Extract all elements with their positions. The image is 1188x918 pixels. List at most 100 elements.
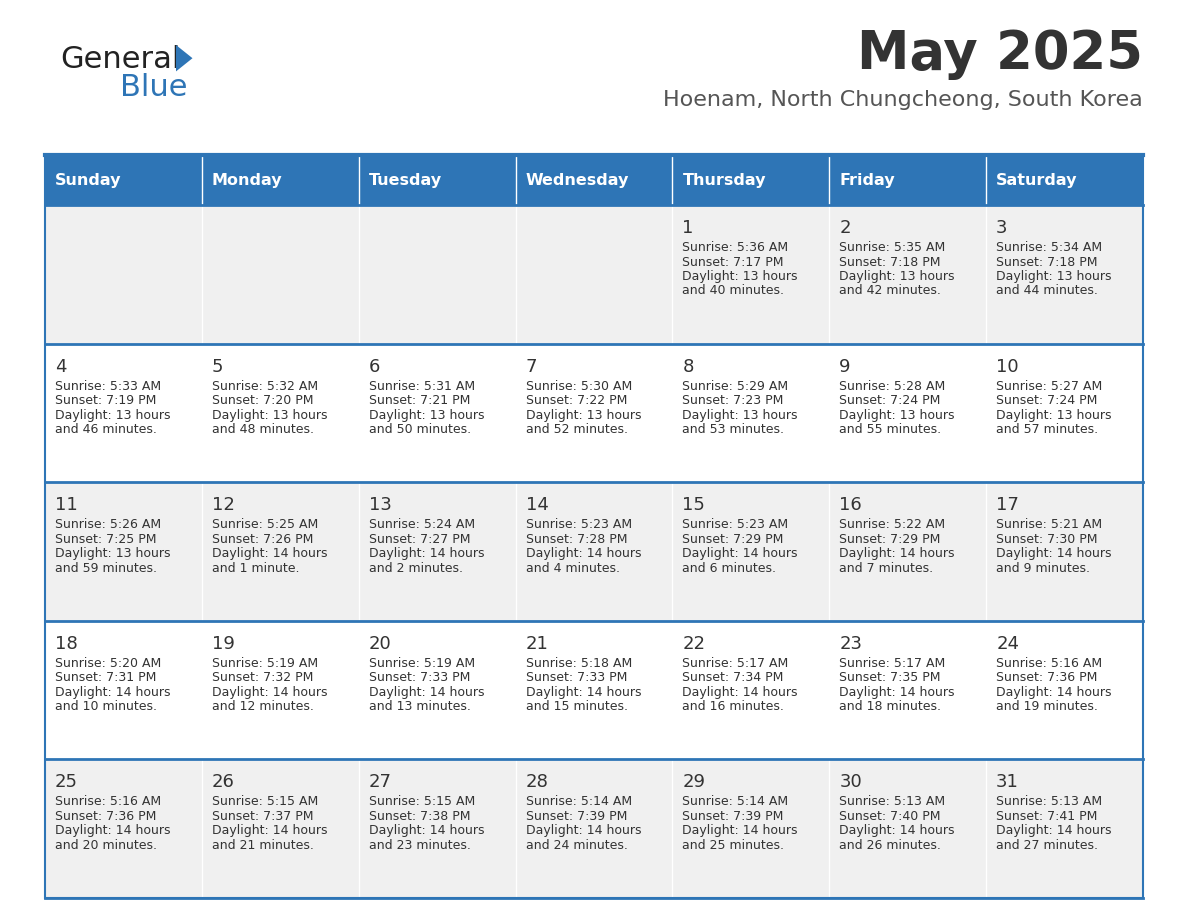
Text: Sunset: 7:17 PM: Sunset: 7:17 PM xyxy=(682,255,784,268)
Text: and 1 minute.: and 1 minute. xyxy=(211,562,299,575)
Text: Sunset: 7:30 PM: Sunset: 7:30 PM xyxy=(997,532,1098,545)
Text: Daylight: 13 hours: Daylight: 13 hours xyxy=(997,409,1112,421)
Text: Sunrise: 5:18 AM: Sunrise: 5:18 AM xyxy=(525,656,632,670)
Text: Sunrise: 5:28 AM: Sunrise: 5:28 AM xyxy=(839,380,946,393)
Text: 23: 23 xyxy=(839,635,862,653)
Text: Daylight: 14 hours: Daylight: 14 hours xyxy=(839,686,955,699)
Text: Daylight: 13 hours: Daylight: 13 hours xyxy=(682,409,798,421)
Text: Sunset: 7:39 PM: Sunset: 7:39 PM xyxy=(682,810,784,823)
Text: and 25 minutes.: and 25 minutes. xyxy=(682,839,784,852)
Text: and 18 minutes.: and 18 minutes. xyxy=(839,700,941,713)
Text: and 21 minutes.: and 21 minutes. xyxy=(211,839,314,852)
Text: Sunset: 7:27 PM: Sunset: 7:27 PM xyxy=(368,532,470,545)
Text: Sunset: 7:25 PM: Sunset: 7:25 PM xyxy=(55,532,157,545)
Text: Daylight: 14 hours: Daylight: 14 hours xyxy=(997,686,1112,699)
Text: 12: 12 xyxy=(211,497,235,514)
Text: and 13 minutes.: and 13 minutes. xyxy=(368,700,470,713)
Bar xyxy=(45,759,1143,898)
Text: Sunrise: 5:23 AM: Sunrise: 5:23 AM xyxy=(525,518,632,532)
Text: and 48 minutes.: and 48 minutes. xyxy=(211,423,314,436)
Text: and 19 minutes.: and 19 minutes. xyxy=(997,700,1098,713)
Text: Daylight: 14 hours: Daylight: 14 hours xyxy=(55,824,171,837)
Text: Daylight: 14 hours: Daylight: 14 hours xyxy=(525,824,642,837)
Text: and 6 minutes.: and 6 minutes. xyxy=(682,562,777,575)
Text: Daylight: 14 hours: Daylight: 14 hours xyxy=(682,686,798,699)
Text: and 12 minutes.: and 12 minutes. xyxy=(211,700,314,713)
Text: 16: 16 xyxy=(839,497,862,514)
Text: and 4 minutes.: and 4 minutes. xyxy=(525,562,620,575)
Text: Hoenam, North Chungcheong, South Korea: Hoenam, North Chungcheong, South Korea xyxy=(663,90,1143,110)
Text: Daylight: 13 hours: Daylight: 13 hours xyxy=(839,409,955,421)
Text: and 40 minutes.: and 40 minutes. xyxy=(682,285,784,297)
Text: 14: 14 xyxy=(525,497,549,514)
Text: Sunrise: 5:35 AM: Sunrise: 5:35 AM xyxy=(839,241,946,254)
Text: Sunset: 7:37 PM: Sunset: 7:37 PM xyxy=(211,810,314,823)
Text: and 9 minutes.: and 9 minutes. xyxy=(997,562,1091,575)
Text: 13: 13 xyxy=(368,497,392,514)
Text: 21: 21 xyxy=(525,635,549,653)
Text: and 53 minutes.: and 53 minutes. xyxy=(682,423,784,436)
Text: Tuesday: Tuesday xyxy=(368,173,442,187)
Text: Sunset: 7:22 PM: Sunset: 7:22 PM xyxy=(525,394,627,407)
Bar xyxy=(45,621,1143,759)
Text: Sunset: 7:39 PM: Sunset: 7:39 PM xyxy=(525,810,627,823)
Text: 8: 8 xyxy=(682,358,694,375)
Text: Daylight: 14 hours: Daylight: 14 hours xyxy=(211,547,328,560)
Bar xyxy=(45,482,1143,621)
Bar xyxy=(45,155,1143,205)
Text: Sunset: 7:33 PM: Sunset: 7:33 PM xyxy=(368,671,470,684)
Text: Friday: Friday xyxy=(839,173,895,187)
Text: Sunrise: 5:16 AM: Sunrise: 5:16 AM xyxy=(997,656,1102,670)
Text: Sunrise: 5:17 AM: Sunrise: 5:17 AM xyxy=(682,656,789,670)
Text: 30: 30 xyxy=(839,773,862,791)
Text: Sunrise: 5:13 AM: Sunrise: 5:13 AM xyxy=(839,795,946,809)
Text: Daylight: 14 hours: Daylight: 14 hours xyxy=(525,547,642,560)
Text: Sunrise: 5:26 AM: Sunrise: 5:26 AM xyxy=(55,518,162,532)
Text: and 15 minutes.: and 15 minutes. xyxy=(525,700,627,713)
Text: and 16 minutes.: and 16 minutes. xyxy=(682,700,784,713)
Text: and 44 minutes.: and 44 minutes. xyxy=(997,285,1098,297)
Text: May 2025: May 2025 xyxy=(857,28,1143,80)
Text: and 24 minutes.: and 24 minutes. xyxy=(525,839,627,852)
Text: 10: 10 xyxy=(997,358,1019,375)
Text: Blue: Blue xyxy=(120,73,188,102)
Text: Sunrise: 5:24 AM: Sunrise: 5:24 AM xyxy=(368,518,475,532)
Text: and 20 minutes.: and 20 minutes. xyxy=(55,839,157,852)
Text: Sunrise: 5:25 AM: Sunrise: 5:25 AM xyxy=(211,518,318,532)
Text: and 23 minutes.: and 23 minutes. xyxy=(368,839,470,852)
Text: Sunrise: 5:21 AM: Sunrise: 5:21 AM xyxy=(997,518,1102,532)
Text: and 10 minutes.: and 10 minutes. xyxy=(55,700,157,713)
Text: and 50 minutes.: and 50 minutes. xyxy=(368,423,470,436)
Text: 28: 28 xyxy=(525,773,549,791)
Text: Sunrise: 5:33 AM: Sunrise: 5:33 AM xyxy=(55,380,162,393)
Text: Daylight: 14 hours: Daylight: 14 hours xyxy=(55,686,171,699)
Text: Thursday: Thursday xyxy=(682,173,766,187)
Text: Sunrise: 5:13 AM: Sunrise: 5:13 AM xyxy=(997,795,1102,809)
Text: Sunrise: 5:14 AM: Sunrise: 5:14 AM xyxy=(525,795,632,809)
Text: 25: 25 xyxy=(55,773,78,791)
Text: Daylight: 13 hours: Daylight: 13 hours xyxy=(211,409,328,421)
Text: and 2 minutes.: and 2 minutes. xyxy=(368,562,462,575)
Text: Monday: Monday xyxy=(211,173,283,187)
Text: 6: 6 xyxy=(368,358,380,375)
Text: 31: 31 xyxy=(997,773,1019,791)
Text: Sunset: 7:31 PM: Sunset: 7:31 PM xyxy=(55,671,157,684)
Text: Daylight: 14 hours: Daylight: 14 hours xyxy=(368,824,485,837)
Text: 20: 20 xyxy=(368,635,392,653)
Polygon shape xyxy=(176,45,192,72)
Text: Sunset: 7:26 PM: Sunset: 7:26 PM xyxy=(211,532,314,545)
Text: Daylight: 14 hours: Daylight: 14 hours xyxy=(997,824,1112,837)
Text: Sunday: Sunday xyxy=(55,173,121,187)
Text: 11: 11 xyxy=(55,497,77,514)
Text: 18: 18 xyxy=(55,635,77,653)
Text: Daylight: 14 hours: Daylight: 14 hours xyxy=(682,547,798,560)
Text: and 57 minutes.: and 57 minutes. xyxy=(997,423,1098,436)
Text: Wednesday: Wednesday xyxy=(525,173,628,187)
Text: 9: 9 xyxy=(839,358,851,375)
Text: Sunset: 7:36 PM: Sunset: 7:36 PM xyxy=(55,810,157,823)
Text: 1: 1 xyxy=(682,219,694,237)
Text: Sunset: 7:18 PM: Sunset: 7:18 PM xyxy=(839,255,941,268)
Text: 4: 4 xyxy=(55,358,67,375)
Text: Sunrise: 5:19 AM: Sunrise: 5:19 AM xyxy=(211,656,318,670)
Text: and 26 minutes.: and 26 minutes. xyxy=(839,839,941,852)
